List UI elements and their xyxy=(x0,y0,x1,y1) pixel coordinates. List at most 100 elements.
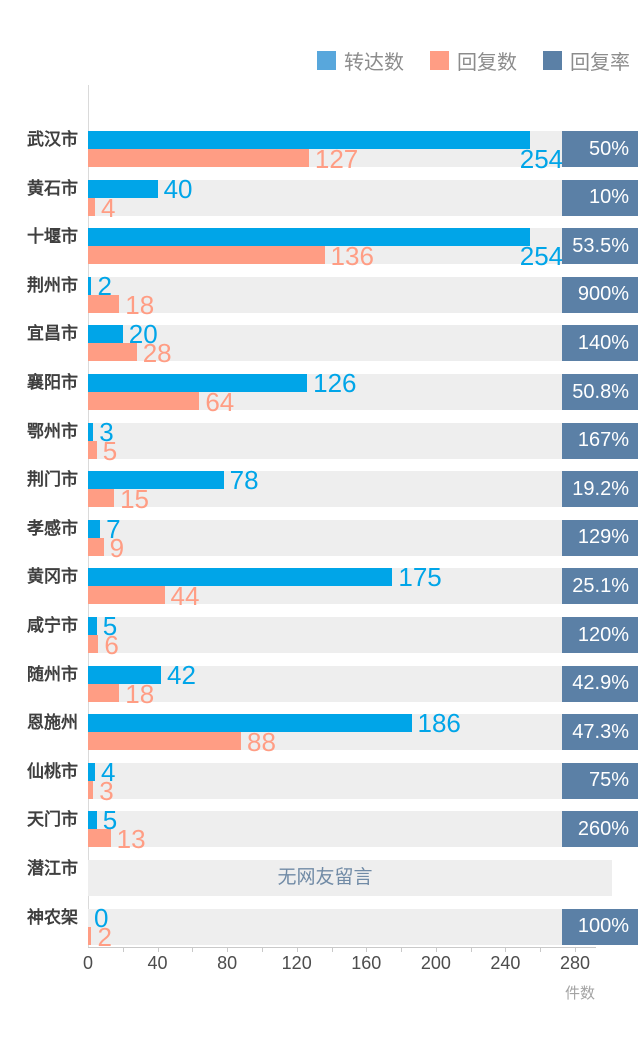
legend-swatch-icon xyxy=(317,51,336,70)
bar-track: 254 136 53.5% xyxy=(88,228,638,269)
reply-rate-badge: 100% xyxy=(562,908,638,945)
forwarded-value: 5 xyxy=(102,805,118,836)
axis-tick xyxy=(296,947,298,952)
chart-row: 黄冈市 175 44 25.1% xyxy=(0,564,640,617)
axis-tick xyxy=(505,947,507,952)
legend-label: 回复数 xyxy=(457,52,517,74)
forwarded-value: 42 xyxy=(167,659,196,690)
chart-row: 鄂州市 3 5 167% xyxy=(0,419,640,472)
forwarded-bar[interactable] xyxy=(88,179,158,198)
replied-bar[interactable] xyxy=(88,197,95,216)
bar-track: 无网友留言 xyxy=(88,860,612,896)
forwarded-value: 78 xyxy=(229,465,259,496)
forwarded-bar[interactable] xyxy=(88,519,101,538)
axis-tick xyxy=(192,947,194,952)
forwarded-bar[interactable] xyxy=(88,325,123,344)
replied-bar[interactable] xyxy=(88,343,137,362)
forwarded-bar[interactable] xyxy=(88,374,308,392)
replied-bar[interactable] xyxy=(88,294,120,313)
axis-tick xyxy=(540,947,542,952)
category-label: 咸宁市 xyxy=(27,616,78,635)
replied-value: 88 xyxy=(247,727,276,758)
axis-tick xyxy=(331,947,333,952)
chart-row: 恩施州 186 88 47.3% xyxy=(0,710,640,763)
forwarded-value: 7 xyxy=(106,513,121,544)
axis-tick-label: 40 xyxy=(147,953,168,973)
category-label: 黄冈市 xyxy=(27,567,78,587)
replied-bar[interactable] xyxy=(88,926,92,945)
legend-label: 转达数 xyxy=(344,52,404,74)
category-label: 孝感市 xyxy=(27,518,78,538)
replied-bar[interactable] xyxy=(88,683,120,702)
replied-bar[interactable] xyxy=(88,246,325,265)
forwarded-value: 254 xyxy=(519,241,564,272)
replied-bar[interactable] xyxy=(88,537,104,556)
bar-track: 7 9 129% xyxy=(88,516,638,561)
replied-value: 64 xyxy=(205,387,235,417)
reply-rate-badge: 900% xyxy=(562,276,638,313)
forwarded-bar[interactable] xyxy=(88,665,162,684)
chart-row: 武汉市 254 127 50% xyxy=(0,130,640,180)
forwarded-bar[interactable] xyxy=(88,228,530,247)
reply-rate-badge: 75% xyxy=(562,762,638,799)
bar-track: 175 44 25.1% xyxy=(88,564,638,609)
replied-value: 127 xyxy=(314,144,359,174)
axis-tick-label: 0 xyxy=(82,953,93,973)
replied-bar[interactable] xyxy=(88,586,165,605)
replied-value: 9 xyxy=(109,532,125,563)
axis-tick xyxy=(575,947,576,952)
replied-bar[interactable] xyxy=(88,489,115,508)
reply-rate-badge: 120% xyxy=(562,617,638,653)
forwarded-value: 3 xyxy=(99,416,114,447)
reply-rate-badge: 50% xyxy=(562,131,638,167)
axis-tick-label: 80 xyxy=(217,953,238,973)
replied-bar[interactable] xyxy=(88,440,97,459)
category-label: 恩施州 xyxy=(27,713,78,733)
forwarded-bar[interactable] xyxy=(88,568,393,587)
axis-tick xyxy=(122,947,124,952)
forwarded-bar[interactable] xyxy=(88,276,92,295)
reply-rate-badge: 140% xyxy=(562,325,638,362)
legend-swatch-icon xyxy=(430,51,449,70)
forwarded-bar[interactable] xyxy=(88,131,530,149)
forwarded-bar[interactable] xyxy=(88,471,224,490)
forwarded-value: 20 xyxy=(128,319,158,350)
replied-value: 18 xyxy=(125,289,155,320)
legend-item-replied[interactable]: 回复数 xyxy=(430,46,517,75)
bar-track: 42 18 42.9% xyxy=(88,662,638,707)
chart-row: 襄阳市 126 64 50.8% xyxy=(0,370,640,423)
replied-value: 136 xyxy=(330,241,374,272)
replied-bar[interactable] xyxy=(88,829,111,848)
replied-value: 4 xyxy=(100,192,116,223)
x-axis-unit-label: 件数 xyxy=(564,985,595,1002)
axis-tick xyxy=(157,947,159,952)
replied-value: 6 xyxy=(104,630,119,660)
bar-track: 0 2 100% xyxy=(88,905,638,950)
replied-bar[interactable] xyxy=(88,635,99,653)
replied-bar[interactable] xyxy=(88,732,242,751)
forwarded-value: 5 xyxy=(102,611,118,641)
forwarded-bar[interactable] xyxy=(88,714,412,733)
forwarded-value: 186 xyxy=(417,708,461,739)
reply-rate-badge: 129% xyxy=(562,519,638,556)
chart-row: 黄石市 40 4 10% xyxy=(0,176,640,229)
forwarded-bar[interactable] xyxy=(88,422,94,441)
forwarded-bar[interactable] xyxy=(88,811,97,830)
replied-bar[interactable] xyxy=(88,780,94,799)
replied-bar[interactable] xyxy=(88,149,309,167)
bar-track: 2 18 900% xyxy=(88,273,638,318)
replied-value: 18 xyxy=(125,678,155,709)
bar-track: 254 127 50% xyxy=(88,131,638,172)
legend-item-forwarded[interactable]: 转达数 xyxy=(317,46,404,75)
y-axis-line xyxy=(88,85,89,947)
bar-track: 78 15 19.2% xyxy=(88,467,638,512)
reply-rate-badge: 47.3% xyxy=(562,714,638,751)
axis-tick-label: 120 xyxy=(281,953,312,973)
replied-bar[interactable] xyxy=(88,392,200,410)
forwarded-bar[interactable] xyxy=(88,617,97,635)
chart-row: 咸宁市 5 6 120% xyxy=(0,613,640,666)
replied-value: 3 xyxy=(99,775,114,806)
forwarded-value: 40 xyxy=(163,173,193,204)
forwarded-bar[interactable] xyxy=(88,762,95,781)
legend-item-reply-rate[interactable]: 回复率 xyxy=(543,46,630,75)
